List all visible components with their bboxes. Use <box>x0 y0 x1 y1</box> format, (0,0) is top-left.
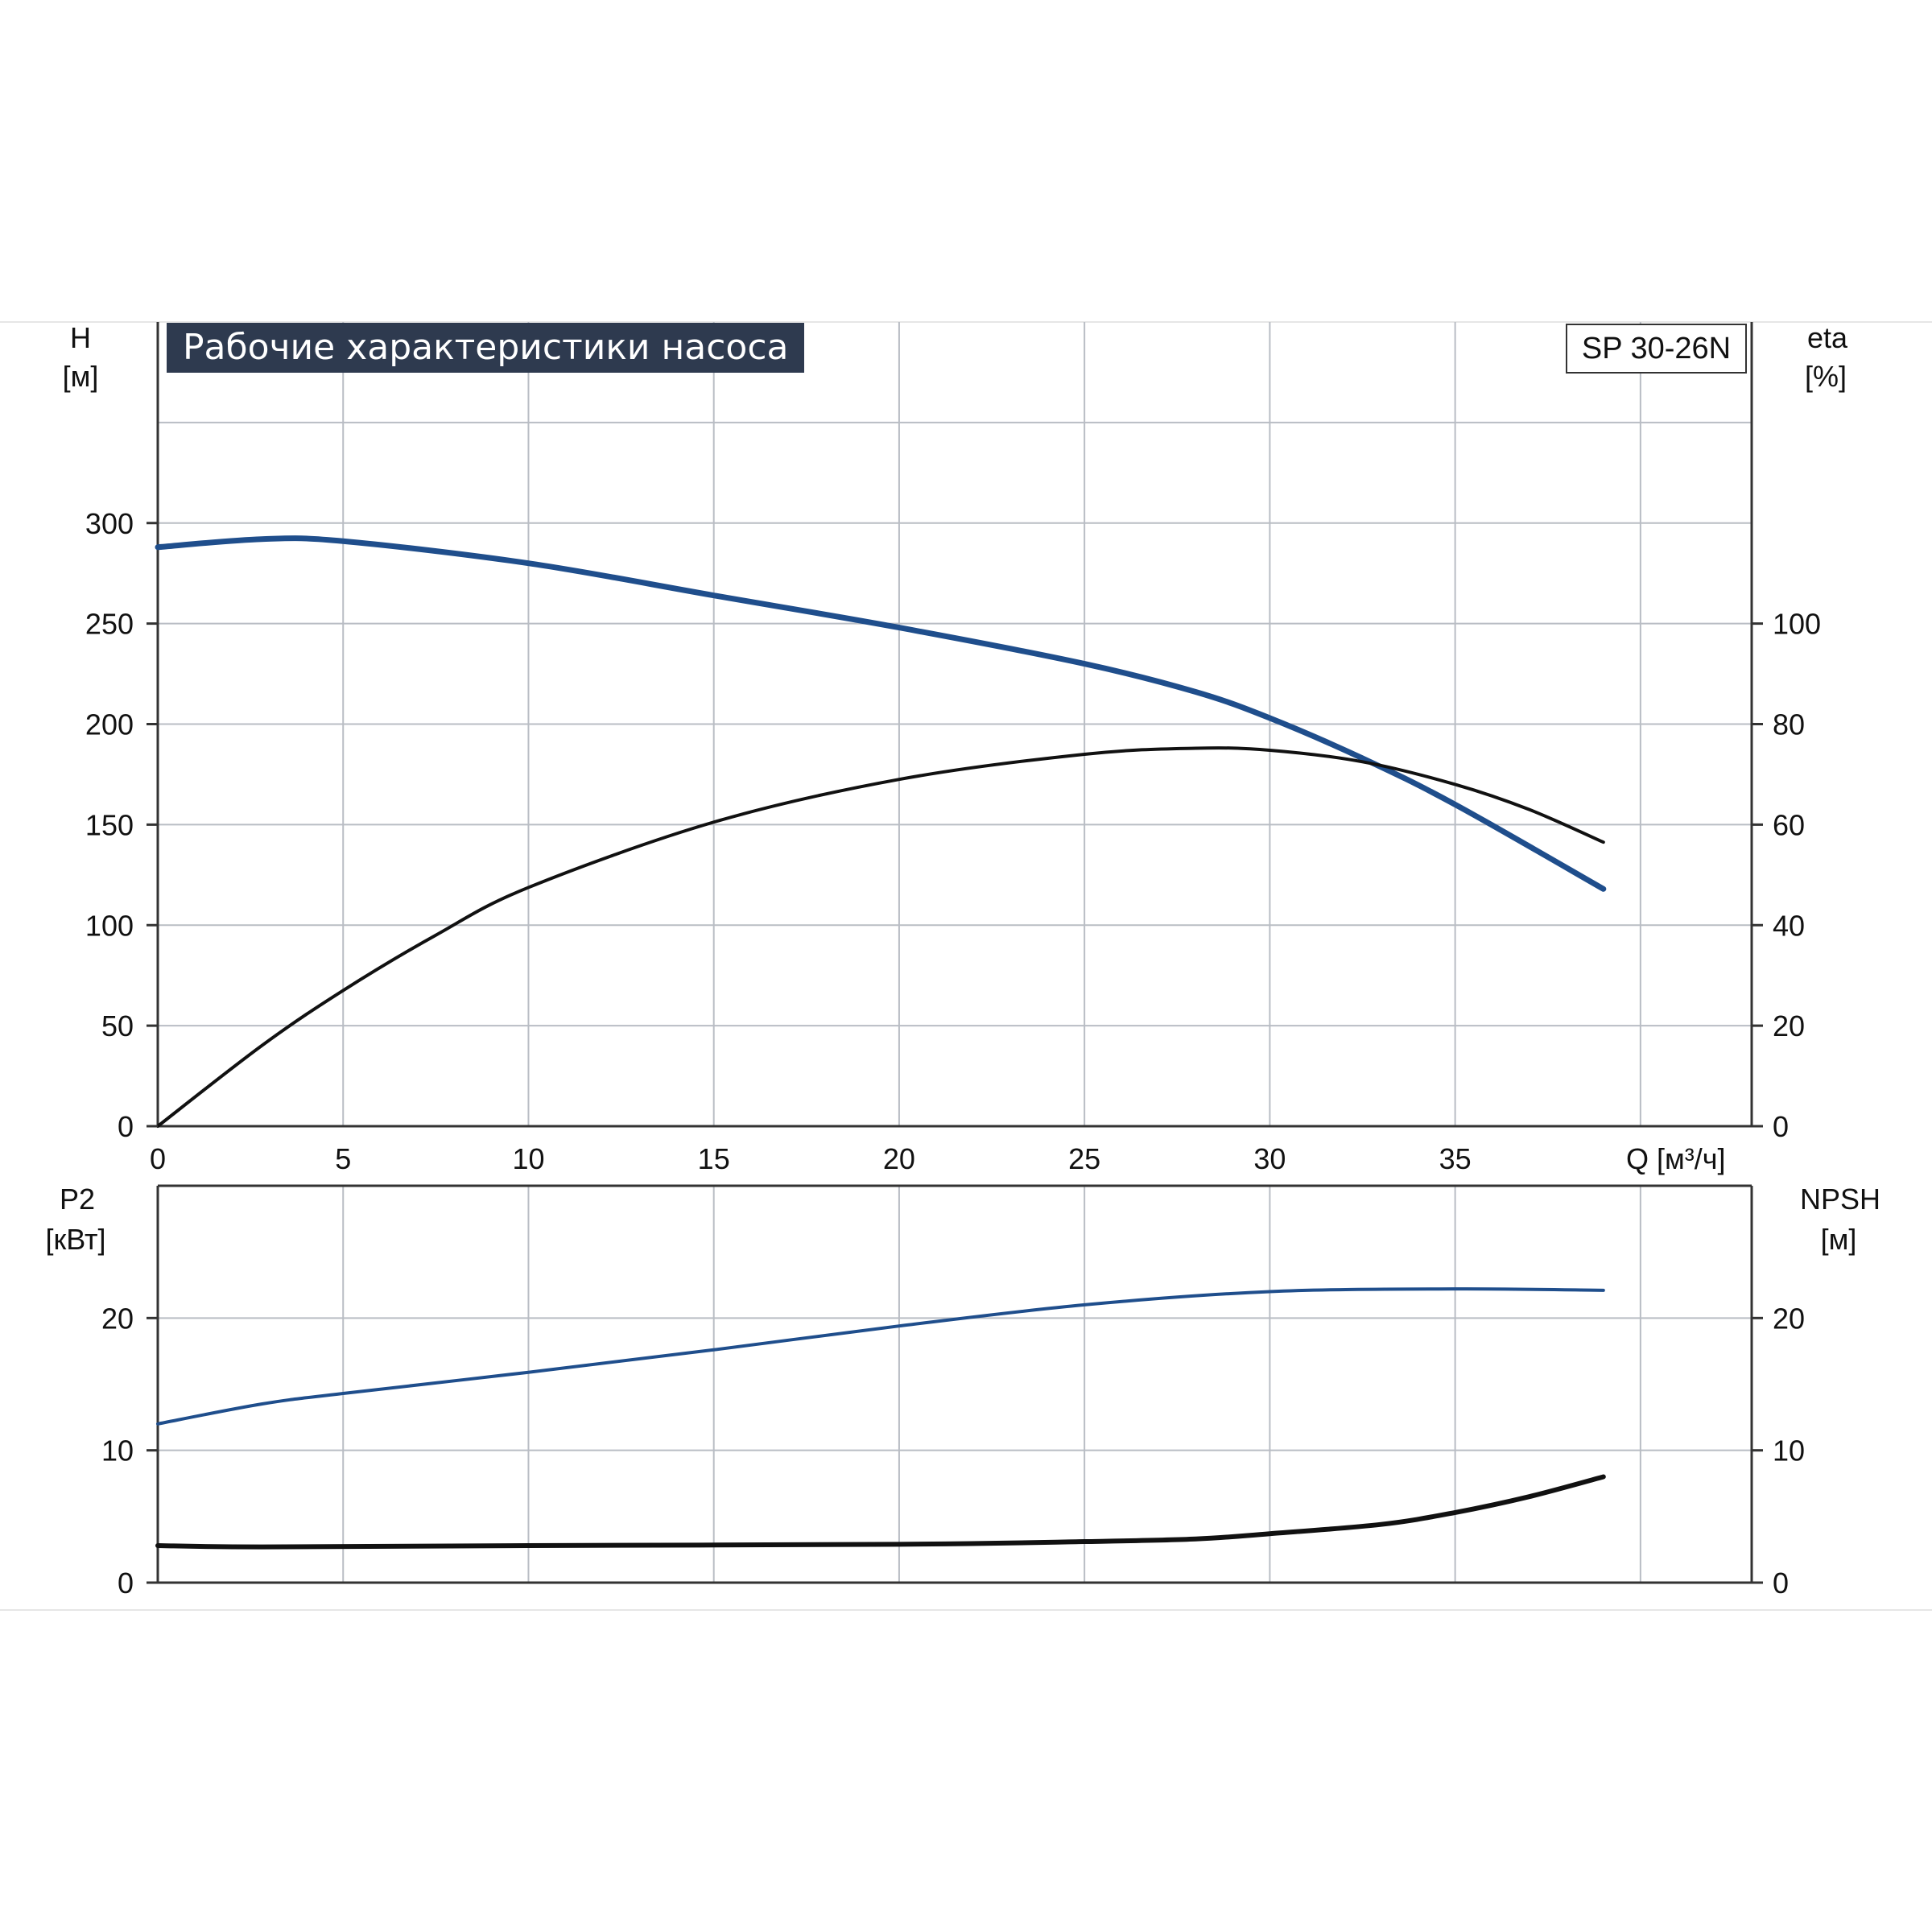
bottom-panel-curves <box>155 1287 1606 1550</box>
x-tick-label: 30 <box>1253 1142 1286 1175</box>
x-tick-label: 0 <box>150 1142 166 1175</box>
y-left-tick-label: 50 <box>101 1009 134 1042</box>
x-tick-label: 35 <box>1439 1142 1472 1175</box>
top-panel-grid <box>156 322 1753 1128</box>
y-right-tick-label: 20 <box>1773 1302 1805 1335</box>
pump-model-label: SP 30-26N <box>1566 324 1747 374</box>
y-right-tick-label: 100 <box>1773 608 1821 641</box>
y-left-tick-label: 300 <box>85 507 134 540</box>
q-axis-label: Q [м³/ч] <box>1626 1142 1726 1175</box>
head-curve <box>155 535 1607 892</box>
y-left-tick-label: 0 <box>118 1567 134 1600</box>
h-axis-unit: [м] <box>63 360 99 393</box>
y-right-tick-label: 20 <box>1773 1009 1805 1042</box>
top-panel-curves <box>155 535 1607 1128</box>
bottom-panel-grid <box>156 1184 1753 1584</box>
npsh-axis-unit: [м] <box>1821 1223 1857 1256</box>
chart-title: Рабочие характеристики насоса <box>167 323 805 373</box>
y-right-tick-label: 0 <box>1773 1110 1789 1143</box>
npsh-curve <box>155 1474 1606 1550</box>
bottom-panel-tick-labels: 0 10 20 0 10 20 <box>101 1302 1805 1600</box>
y-left-tick-label: 200 <box>85 708 134 741</box>
y-right-tick-label: 10 <box>1773 1435 1805 1468</box>
x-tick-label: 20 <box>883 1142 915 1175</box>
y-left-tick-label: 100 <box>85 909 134 942</box>
x-tick-label: 15 <box>698 1142 730 1175</box>
x-tick-label: 25 <box>1068 1142 1100 1175</box>
y-right-tick-label: 80 <box>1773 708 1805 741</box>
y-left-tick-label: 250 <box>85 608 134 641</box>
y-right-tick-label: 40 <box>1773 909 1805 942</box>
eta-axis-title: eta <box>1807 321 1848 354</box>
y-right-tick-label: 60 <box>1773 808 1805 841</box>
y-left-tick-label: 0 <box>118 1110 134 1143</box>
efficiency-curve <box>156 746 1605 1128</box>
top-panel-tick-labels: 0 50 100 150 200 250 300 0 20 40 60 80 100 0 5 10 15 20 25… <box>85 507 1821 1175</box>
h-axis-title: H <box>70 321 91 354</box>
power-p2-curve <box>156 1287 1605 1426</box>
y-left-tick-label: 10 <box>101 1435 134 1468</box>
x-tick-label: 10 <box>512 1142 544 1175</box>
y-left-tick-label: 150 <box>85 808 134 841</box>
y-right-tick-label: 0 <box>1773 1567 1789 1600</box>
x-tick-label: 5 <box>335 1142 351 1175</box>
y-left-tick-label: 20 <box>101 1302 134 1335</box>
p2-axis-unit: [кВт] <box>45 1223 105 1256</box>
npsh-axis-title: NPSH <box>1800 1183 1880 1216</box>
p2-axis-title: P2 <box>60 1183 95 1216</box>
eta-axis-unit: [%] <box>1805 360 1847 393</box>
